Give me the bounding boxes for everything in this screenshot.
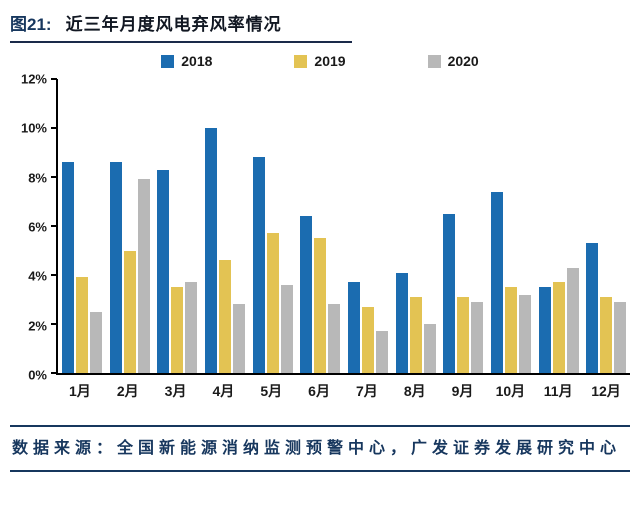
bar-2018-4月: [204, 128, 217, 373]
legend-label: 2018: [181, 53, 213, 69]
legend-item-2019: 2019: [294, 53, 346, 69]
bar-group-12月: [582, 79, 630, 373]
figure-number: 图21:: [10, 15, 52, 34]
bar-2019-4月: [218, 260, 231, 373]
bar-2018-7月: [347, 282, 360, 373]
x-tick-label: 9月: [451, 383, 474, 399]
bar-2019-2月: [123, 250, 136, 373]
y-tick-label: 10%: [20, 120, 47, 136]
x-tick-label: 7月: [355, 383, 378, 399]
y-tick-mark: [51, 225, 57, 227]
legend-swatch-2019: [294, 54, 308, 68]
bar-2018-2月: [109, 162, 122, 373]
bar-2020-3月: [185, 282, 198, 373]
plot-area: [51, 78, 630, 375]
y-tick-mark: [51, 323, 57, 326]
y-tick-mark: [51, 78, 57, 80]
figure-title: 近三年月度风电弃风率情况: [65, 15, 282, 34]
y-tick-label: 0%: [28, 367, 47, 383]
legend-swatch-2020: [427, 54, 441, 68]
bar-group-3月: [153, 79, 201, 373]
source-note: 数据来源：全国新能源消纳监测预警中心，广发证券发展研究中心: [10, 425, 630, 473]
bar-2020-10月: [518, 294, 531, 373]
bar-group-1月: [58, 79, 106, 373]
source-text: 数据来源：全国新能源消纳监测预警中心，广发证券发展研究中心: [12, 440, 622, 457]
x-tick-label: 5月: [260, 383, 283, 399]
y-tick-label: 2%: [28, 318, 47, 334]
x-tick-label: 2月: [116, 383, 139, 399]
bar-2019-11月: [552, 282, 565, 373]
bar-2018-3月: [157, 169, 170, 373]
x-axis-row: 1月 2月 3月 4月 5月 6月 7月 8月 9月 10月 11月 12月: [10, 375, 630, 401]
y-tick-mark: [51, 372, 57, 374]
y-tick-label: 6%: [28, 219, 47, 235]
bar-2018-12月: [586, 243, 599, 373]
bar-2019-3月: [171, 287, 184, 373]
bar-2020-6月: [328, 304, 341, 373]
bar-2020-7月: [375, 331, 388, 373]
x-tick-label: 1月: [69, 383, 91, 399]
bar-2020-4月: [232, 304, 245, 373]
y-tick-label: 4%: [28, 268, 47, 284]
bar-2020-1月: [89, 311, 102, 373]
chart-legend: 2018 2019 2020: [10, 53, 630, 69]
x-tick-label: 8月: [403, 383, 426, 399]
x-tick-label: 3月: [164, 383, 187, 399]
legend-swatch-2018: [161, 54, 175, 68]
bar-group-11月: [535, 79, 583, 373]
bar-2018-1月: [61, 162, 74, 373]
legend-item-2020: 2020: [427, 53, 479, 69]
y-axis: 0% 2% 4% 6% 8% 10% 12%: [10, 72, 56, 383]
x-tick-label: 4月: [212, 383, 235, 399]
bar-2018-5月: [252, 157, 265, 373]
x-tick-label: 11月: [543, 383, 573, 399]
bar-group-6月: [296, 79, 344, 373]
bar-group-2月: [106, 79, 154, 373]
bar-2020-5月: [280, 284, 293, 373]
bar-group-10月: [487, 79, 535, 373]
bar-2018-10月: [490, 191, 503, 373]
bar-group-5月: [249, 79, 297, 373]
bar-2020-8月: [423, 324, 436, 373]
chart-body: 0% 2% 4% 6% 8% 10% 12%: [10, 72, 630, 383]
bar-2018-11月: [538, 287, 551, 373]
bar-2020-11月: [566, 267, 579, 373]
bar-2019-8月: [409, 297, 422, 373]
y-tick-mark: [51, 274, 57, 277]
legend-item-2018: 2018: [161, 53, 212, 69]
bar-2019-10月: [504, 287, 517, 373]
legend-label: 2020: [447, 53, 479, 69]
x-tick-label: 6月: [308, 383, 330, 399]
bar-2019-12月: [600, 297, 613, 373]
y-tick-label: 8%: [28, 170, 47, 186]
figure-title-block: 图21: 近三年月度风电弃风率情况: [10, 8, 352, 43]
bar-2018-9月: [443, 213, 456, 373]
x-tick-label: 10月: [495, 383, 526, 399]
legend-label: 2019: [314, 53, 346, 69]
bar-group-4月: [201, 79, 249, 373]
bar-2018-6月: [300, 216, 313, 373]
bar-2018-8月: [395, 272, 408, 373]
bar-2019-5月: [266, 233, 279, 373]
bar-2019-6月: [314, 238, 327, 373]
y-tick-label: 12%: [20, 71, 47, 87]
bar-group-8月: [392, 79, 440, 373]
bar-2019-7月: [361, 306, 374, 373]
bar-2020-12月: [614, 301, 627, 373]
bar-2019-1月: [75, 277, 88, 373]
x-axis: 1月 2月 3月 4月 5月 6月 7月 8月 9月 10月 11月 12月: [56, 375, 630, 401]
y-tick-mark: [51, 176, 57, 179]
bar-chart: 0% 2% 4% 6% 8% 10% 12% 1月 2月 3月 4月 5月 6月 7月 8月 9月 10月 11…: [10, 72, 630, 401]
x-tick-label: 12月: [591, 383, 621, 399]
bar-group-7月: [344, 79, 392, 373]
y-tick-mark: [51, 127, 57, 129]
bar-2020-9月: [471, 301, 484, 373]
bar-2020-2月: [137, 179, 150, 373]
bar-2019-9月: [457, 297, 470, 373]
bar-group-9月: [439, 79, 487, 373]
